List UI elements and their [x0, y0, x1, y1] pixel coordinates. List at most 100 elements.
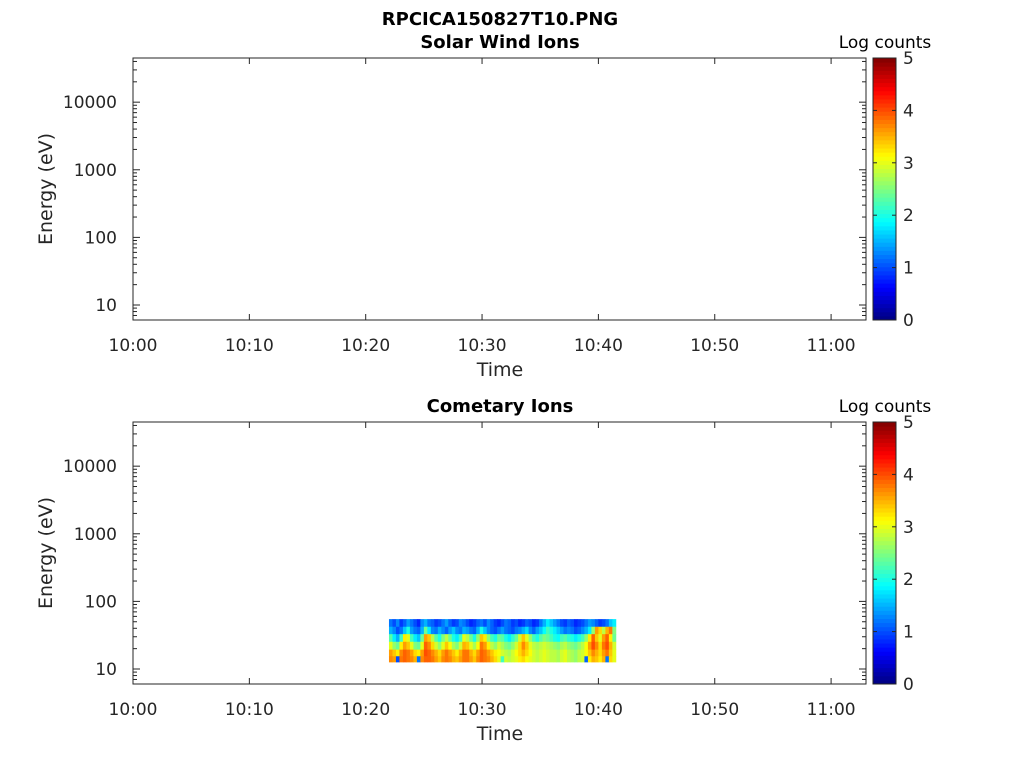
- heatmap-cell: [476, 656, 481, 663]
- heatmap-cell: [402, 626, 407, 635]
- heatmap-cell: [486, 641, 491, 651]
- heatmap-cell: [504, 656, 509, 663]
- heatmap-cell: [406, 619, 411, 628]
- colorbar-segment: [873, 540, 896, 546]
- heatmap-cell: [392, 641, 397, 651]
- colorbar-segment: [873, 536, 896, 542]
- colorbar-segment: [873, 487, 896, 493]
- heatmap-cell: [451, 649, 456, 657]
- colorbar-tick-label: 1: [903, 623, 914, 643]
- colorbar-segment: [873, 107, 896, 112]
- heatmap-cell: [469, 634, 474, 643]
- panel-cometary: Cometary Ions Log counts Time Energy (eV…: [35, 396, 931, 745]
- colorbar-segment: [873, 614, 896, 619]
- heatmap-cell: [479, 634, 484, 643]
- colorbar-segment: [873, 634, 896, 640]
- heatmap-cell: [584, 634, 589, 643]
- heatmap-cell: [423, 656, 428, 663]
- heatmap-cell: [535, 649, 540, 657]
- heatmap-cell: [399, 619, 404, 628]
- heatmap-cell: [399, 626, 404, 635]
- colorbar-segment: [873, 675, 896, 681]
- heatmap-cell: [507, 641, 512, 651]
- heatmap-cell: [528, 634, 533, 643]
- colorbar-segment: [873, 90, 896, 96]
- heatmap-cell: [497, 619, 502, 628]
- colorbar-segment: [873, 172, 896, 178]
- colorbar-segment: [873, 184, 896, 190]
- heatmap-cell: [441, 626, 446, 635]
- heatmap-cell: [542, 641, 547, 651]
- heatmap-cell: [535, 656, 540, 663]
- colorbar-segment: [873, 287, 896, 292]
- panel-solar-wind: Solar Wind Ions Log counts Time Energy (…: [35, 32, 931, 381]
- heatmap-cell: [598, 641, 603, 651]
- heatmap-cell: [542, 656, 547, 663]
- heatmap-cell: [514, 656, 519, 663]
- heatmap-cell: [486, 649, 491, 657]
- heatmap-cell: [549, 649, 554, 657]
- heatmap-cell: [566, 634, 571, 643]
- heatmap-cell: [507, 656, 512, 663]
- heatmap-cell: [518, 626, 523, 635]
- colorbar-segment: [873, 618, 896, 624]
- colorbar-segment: [873, 422, 896, 427]
- heatmap-cell: [465, 619, 470, 628]
- heatmap-cell: [455, 656, 460, 663]
- heatmap-cell: [605, 626, 610, 635]
- heatmap-cell: [490, 641, 495, 651]
- heatmap-cell: [458, 634, 463, 643]
- heatmap-cell: [560, 641, 564, 651]
- heatmap-cell: [437, 634, 442, 643]
- colorbar-segment: [873, 229, 896, 235]
- heatmap-cell: [392, 649, 397, 657]
- heatmap-cell: [605, 641, 610, 651]
- heatmap-cell: [472, 626, 477, 635]
- heatmap-cell: [479, 619, 484, 628]
- heatmap-cell: [413, 656, 418, 663]
- heatmap-cell: [553, 649, 557, 657]
- heatmap-cell: [573, 649, 578, 657]
- heatmap-cell: [416, 626, 421, 635]
- heatmap-cell: [395, 641, 400, 651]
- heatmap-cell: [511, 641, 516, 651]
- heatmap-cell: [434, 656, 439, 663]
- heatmap-cell: [423, 641, 428, 651]
- heatmap-cells-cometary: [388, 619, 617, 663]
- x-ticks-cometary: 10:00 10:10 10:20 10:30 10:40 10:50 11:00: [109, 422, 856, 720]
- heatmap-cell: [507, 626, 512, 635]
- heatmap-cell: [587, 626, 592, 635]
- heatmap-cell: [437, 649, 442, 657]
- heatmap-cell: [591, 634, 596, 643]
- heatmap-cell: [605, 619, 610, 628]
- heatmap-cell: [577, 619, 582, 628]
- heatmap-cell: [406, 641, 411, 651]
- heatmap-cell: [542, 649, 547, 657]
- heatmap-cell: [587, 634, 592, 643]
- colorbar-segment: [873, 659, 896, 665]
- heatmap-cell: [476, 649, 481, 657]
- heatmap-cell: [539, 641, 543, 651]
- heatmap-cell: [413, 634, 418, 643]
- heatmap-cell: [563, 641, 568, 651]
- heatmap-cell: [493, 656, 498, 663]
- heatmap-cell: [423, 649, 428, 657]
- heatmap-cell: [465, 626, 470, 635]
- heatmap-cell: [612, 634, 617, 643]
- heatmap-cell: [395, 626, 400, 635]
- x-tick-label: 10:10: [225, 700, 274, 720]
- heatmap-cell: [497, 634, 502, 643]
- colorbar-segment: [873, 446, 896, 452]
- colorbar-segment: [873, 585, 896, 591]
- heatmap-cell: [518, 619, 523, 628]
- heatmap-cell: [434, 649, 439, 657]
- heatmap-cell: [402, 649, 407, 657]
- heatmap-cell: [448, 634, 453, 643]
- heatmap-cell: [577, 641, 582, 651]
- heatmap-cell: [406, 634, 411, 643]
- x-tick-label: 10:50: [690, 700, 739, 720]
- heatmap-cell: [587, 656, 592, 663]
- colorbar-segment: [873, 548, 896, 554]
- heatmap-cell: [476, 641, 481, 651]
- heatmap-cell: [388, 656, 393, 663]
